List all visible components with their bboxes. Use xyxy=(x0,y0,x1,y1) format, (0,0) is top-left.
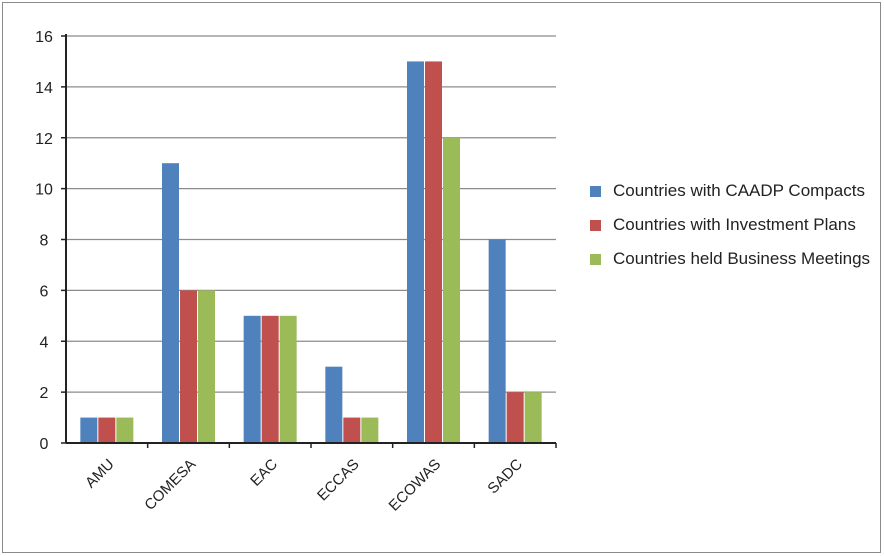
bar-eac-series-2 xyxy=(279,315,297,443)
x-category-labels: AMU COMESA EAC ECCAS ECOWAS SADC xyxy=(82,456,526,515)
x-category-label: COMESA xyxy=(141,456,199,514)
y-tick-label: 14 xyxy=(35,80,53,97)
bar-ecowas-series-1 xyxy=(425,61,442,443)
bar-sadc-series-0 xyxy=(488,239,506,443)
bar-amu-series-1 xyxy=(98,417,116,443)
legend: Countries with CAADP Compacts Countries … xyxy=(590,178,880,280)
legend-label-investment: Countries with Investment Plans xyxy=(613,215,856,234)
legend-item-caadp: Countries with CAADP Compacts xyxy=(590,178,880,204)
y-tick-label: 6 xyxy=(40,283,49,300)
y-tick-label: 0 xyxy=(40,436,49,453)
bar-eccas-series-1 xyxy=(343,417,361,443)
bar-ecowas-series-2 xyxy=(443,137,460,443)
legend-label-caadp: Countries with CAADP Compacts xyxy=(613,181,865,200)
legend-swatch-business xyxy=(590,254,601,265)
bar-eccas-series-0 xyxy=(325,366,343,443)
legend-label-business: Countries held Business Meetings xyxy=(613,249,871,268)
y-tick-label: 2 xyxy=(40,385,49,402)
legend-item-investment: Countries with Investment Plans xyxy=(590,212,880,238)
y-tick-label: 8 xyxy=(40,233,49,250)
legend-swatch-investment xyxy=(590,220,601,231)
bar-eac-series-0 xyxy=(243,315,261,443)
y-tick-labels: 0 2 4 6 8 10 12 14 16 xyxy=(35,29,53,453)
bar-comesa-series-1 xyxy=(180,290,197,443)
y-tick-label: 4 xyxy=(40,334,49,351)
legend-swatch-caadp xyxy=(590,186,601,197)
x-category-label: ECOWAS xyxy=(386,456,445,515)
x-category-label: EAC xyxy=(247,456,281,490)
x-category-label: SADC xyxy=(484,456,526,498)
bar-ecowas-series-0 xyxy=(407,61,424,443)
bar-comesa-series-2 xyxy=(198,290,215,443)
y-tick-label: 12 xyxy=(35,131,53,148)
bar-eac-series-1 xyxy=(261,315,279,443)
bar-sadc-series-1 xyxy=(506,392,524,443)
bar-amu-series-2 xyxy=(116,417,134,443)
bar-eccas-series-2 xyxy=(361,417,379,443)
bar-amu-series-0 xyxy=(80,417,98,443)
x-category-label: AMU xyxy=(82,456,118,492)
legend-item-business: Countries held Business Meetings xyxy=(590,246,880,272)
x-category-label: ECCAS xyxy=(314,456,363,505)
bar-sadc-series-2 xyxy=(524,392,542,443)
gridlines xyxy=(66,35,556,393)
bar-comesa-series-0 xyxy=(162,163,179,443)
axes xyxy=(61,34,557,448)
bars xyxy=(80,61,542,443)
y-tick-label: 16 xyxy=(35,29,53,46)
y-tick-label: 10 xyxy=(35,182,53,199)
